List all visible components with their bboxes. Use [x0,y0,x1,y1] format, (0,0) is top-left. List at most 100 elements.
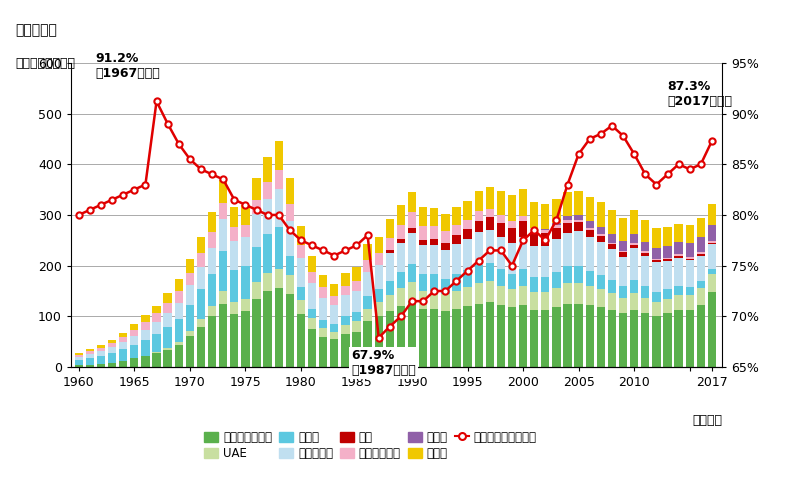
Bar [264,199,271,234]
Bar [608,249,616,280]
Bar [519,221,527,237]
Bar [552,239,561,272]
Bar [230,302,238,314]
Bar [519,188,527,216]
Bar [686,257,694,258]
Bar [653,260,660,262]
Bar [364,322,372,367]
Bar [497,223,505,237]
Bar [97,364,105,367]
Bar [508,307,516,367]
Bar [119,342,127,349]
Bar [241,311,249,367]
Bar [86,358,94,365]
Bar [675,242,682,255]
Bar [653,258,660,260]
Bar [97,356,105,364]
Bar [519,216,527,221]
Bar [408,282,416,301]
Bar [353,322,361,331]
Bar [485,217,494,229]
Bar [541,310,549,367]
Bar [619,241,627,251]
Bar [208,316,216,367]
Bar [630,310,638,367]
Bar [585,286,594,305]
Bar [252,283,260,298]
Bar [452,290,461,309]
Bar [508,274,516,289]
Bar [196,237,205,253]
Bar [585,227,594,229]
Bar [574,215,583,220]
Bar [664,246,671,257]
Bar [163,293,172,303]
Bar [708,243,716,244]
Bar [497,269,505,286]
Bar [196,289,205,319]
Bar [341,286,350,295]
Bar [452,207,461,225]
Bar [108,347,116,353]
Bar [219,290,227,304]
Bar [630,280,638,293]
Bar [664,259,671,261]
Bar [341,316,350,325]
Bar [219,252,227,290]
Bar [286,256,294,275]
Text: （年度）: （年度） [692,414,722,427]
Bar [297,226,305,245]
Bar [474,191,483,212]
Bar [697,218,705,237]
Bar [530,227,538,232]
Bar [386,250,394,254]
Bar [552,223,561,225]
Bar [97,345,105,348]
Bar [196,267,205,289]
Bar [219,203,227,219]
Bar [208,232,216,248]
Bar [408,301,416,367]
Bar [485,263,494,282]
Bar [641,253,649,256]
Text: 91.2%
（1967年度）: 91.2% （1967年度） [95,52,160,80]
Bar [75,354,83,355]
Bar [574,266,583,283]
Bar [686,260,694,287]
Bar [697,254,705,256]
Bar [541,277,549,292]
Bar [574,191,583,215]
Bar [230,270,238,302]
Bar [653,262,660,292]
Bar [219,304,227,367]
Bar [196,253,205,267]
Bar [163,348,172,350]
Bar [174,279,183,291]
Bar [608,310,616,367]
Bar [641,220,649,242]
Bar [130,325,139,329]
Bar [497,215,505,223]
Bar [375,316,383,367]
Bar [430,309,439,367]
Bar [97,351,105,356]
Bar [341,334,350,367]
Bar [441,294,450,311]
Bar [97,348,105,351]
Bar [563,220,572,223]
Bar [675,310,682,367]
Bar [174,319,183,342]
Bar [297,245,305,258]
Bar [152,334,161,353]
Bar [141,340,150,356]
Bar [596,242,605,275]
Bar [219,181,227,203]
Bar [519,269,527,286]
Bar [630,293,638,310]
Bar [552,225,561,227]
Text: 67.9%
（1987年度）: 67.9% （1987年度） [351,349,416,377]
Bar [308,309,316,318]
Bar [508,243,516,274]
Bar [686,225,694,243]
Bar [163,313,172,327]
